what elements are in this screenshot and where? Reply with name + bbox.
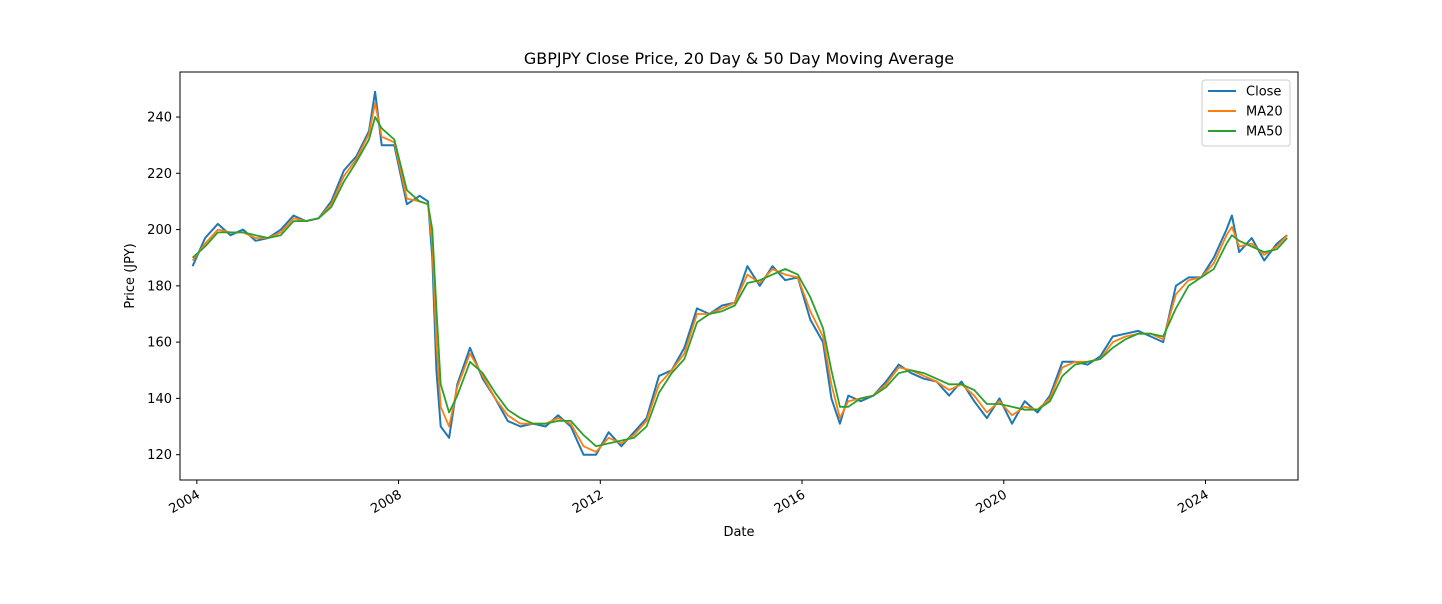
y-tick-label: 160 — [147, 336, 172, 351]
y-tick-label: 220 — [147, 167, 172, 182]
legend-label-close: Close — [1246, 85, 1281, 100]
x-axis: 2004 2008 2012 2016 2020 2024 — [167, 480, 1211, 517]
y-tick-label: 200 — [147, 223, 172, 238]
y-tick-label: 120 — [147, 448, 172, 463]
series-line-ma20 — [191, 102, 1288, 453]
legend-label-ma20: MA20 — [1246, 105, 1283, 120]
y-tick-label: 240 — [147, 111, 172, 126]
x-axis-title: Date — [723, 525, 754, 540]
y-tick-label: 140 — [147, 392, 172, 407]
legend-label-ma50: MA50 — [1246, 125, 1283, 140]
x-tick-label: 2024 — [1175, 487, 1211, 517]
series-line-ma50 — [191, 116, 1288, 448]
x-tick-label: 2016 — [772, 487, 808, 517]
y-tick-label: 180 — [147, 279, 172, 294]
y-axis-title: Price (JPY) — [123, 243, 138, 308]
legend: Close MA20 MA50 — [1201, 79, 1291, 147]
x-tick-label: 2012 — [570, 487, 606, 517]
x-tick-label: 2020 — [974, 487, 1010, 517]
series-line-close — [191, 90, 1288, 456]
legend-box — [1201, 79, 1291, 147]
x-tick-label: 2004 — [167, 487, 203, 517]
x-tick-label: 2008 — [368, 487, 404, 517]
plot-area-frame — [179, 71, 1299, 481]
y-axis: 120 140 160 180 200 220 240 — [147, 111, 180, 463]
series-layer — [191, 90, 1288, 456]
chart-title: GBPJPY Close Price, 20 Day & 50 Day Movi… — [524, 49, 954, 68]
